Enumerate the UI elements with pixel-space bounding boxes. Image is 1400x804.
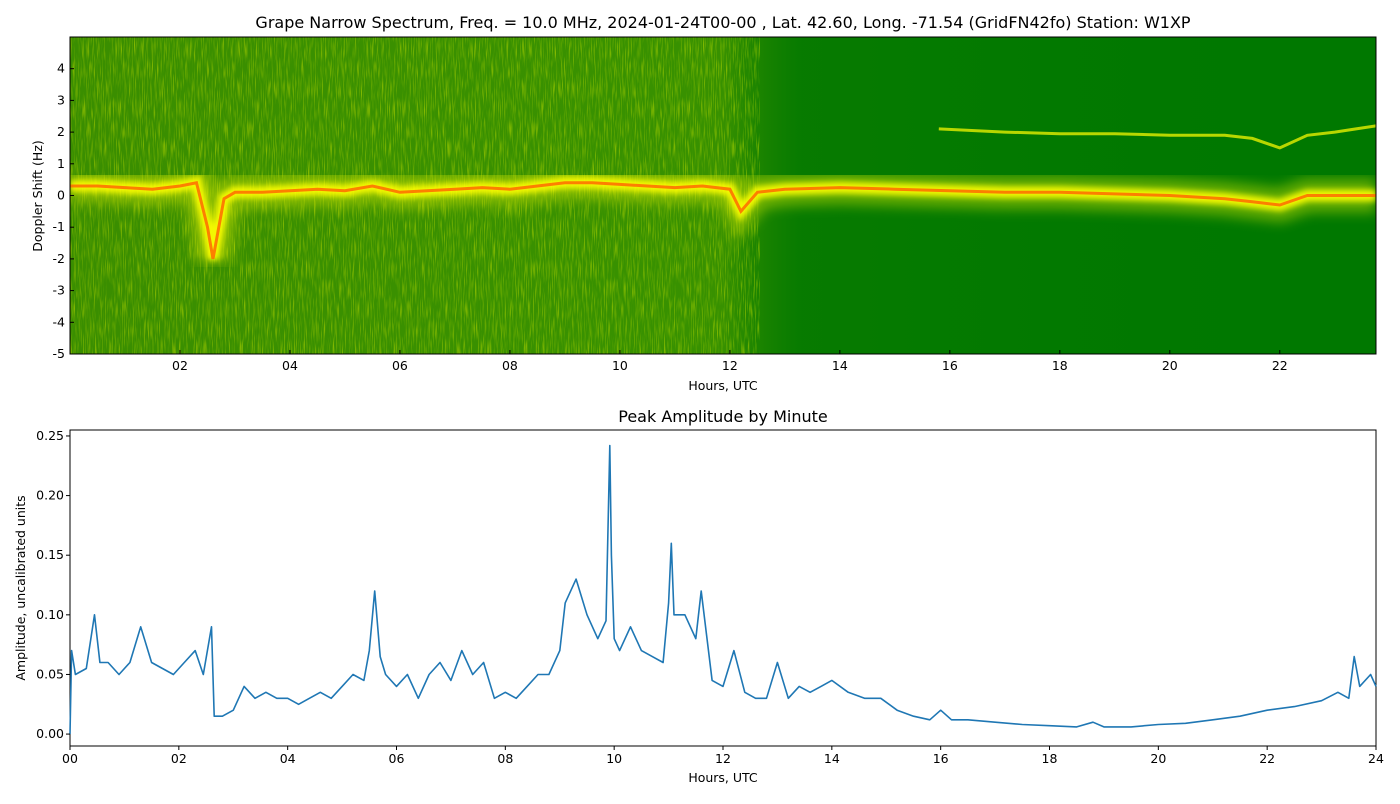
spectrogram-x-label: Hours, UTC [688,378,758,393]
spectrogram-y-tick-label: 1 [57,156,65,171]
spectrogram-y-tick-label: 0 [57,188,65,203]
spectrogram-x-tick-label: 10 [612,358,628,373]
amplitude-x-tick-label: 22 [1259,751,1275,766]
amplitude-y-tick-label: 0.20 [36,488,64,503]
amplitude-y-tick-label: 0.10 [36,607,64,622]
spectrogram-x-tick-label: 08 [502,358,518,373]
spectrogram-y-tick-label: -4 [53,314,66,329]
amplitude-x-tick-label: 18 [1042,751,1058,766]
spectrogram-x-tick-label: 14 [832,358,848,373]
spectrogram-x-tick-label: 22 [1272,358,1288,373]
amplitude-x-tick-label: 00 [62,751,78,766]
amplitude-x-tick-label: 08 [497,751,513,766]
amplitude-x-label: Hours, UTC [688,770,758,785]
amplitude-x-tick-label: 24 [1368,751,1384,766]
spectrogram-x-ticks: 02 04 06 08 10 12 14 16 18 20 22 [172,350,1288,373]
amplitude-x-tick-label: 06 [389,751,405,766]
amplitude-series-line [69,444,1377,735]
spectrogram-x-tick-label: 16 [942,358,958,373]
spectrogram-x-tick-label: 20 [1162,358,1178,373]
spectrogram-y-ticks: -5 -4 -3 -2 -1 0 1 2 3 4 [53,61,74,361]
secondary-trace [938,124,1376,150]
spectrogram-y-tick-label: 2 [57,124,65,139]
amplitude-title: Peak Amplitude by Minute [618,407,828,426]
spectrogram-y-tick-label: 3 [57,92,65,107]
spectrogram-y-tick-label: -5 [53,346,65,361]
amplitude-x-tick-label: 10 [606,751,622,766]
spectrogram-x-tick-label: 04 [282,358,298,373]
amplitude-plot-area [69,429,1377,747]
amplitude-y-label: Amplitude, uncalibrated units [13,495,28,680]
spectrogram-y-tick-label: -3 [53,283,65,298]
amplitude-x-tick-label: 14 [824,751,840,766]
amplitude-x-tick-label: 20 [1150,751,1166,766]
amplitude-x-tick-label: 02 [171,751,187,766]
spectrogram-x-tick-label: 06 [392,358,408,373]
spectrogram-x-tick-label: 18 [1052,358,1068,373]
amplitude-y-tick-label: 0.00 [36,726,64,741]
spectrogram-y-tick-label: -2 [53,251,65,266]
spectrogram-core [70,124,1376,260]
spectrum-title: Grape Narrow Spectrum, Freq. = 10.0 MHz,… [255,13,1191,32]
amplitude-y-tick-label: 0.15 [36,547,64,562]
spectrogram-x-tick-label: 02 [172,358,188,373]
amplitude-y-tick-label: 0.25 [36,428,64,443]
doppler-trace [70,181,1376,260]
spectrogram-y-tick-label: 4 [57,61,65,76]
amplitude-y-ticks: 0.00 0.05 0.10 0.15 0.20 0.25 [36,428,70,741]
spectrogram [70,37,1376,354]
amplitude-x-tick-label: 12 [715,751,731,766]
amplitude-x-ticks: 00 02 04 06 08 10 12 14 16 18 20 22 24 [62,746,1384,766]
amplitude-y-tick-label: 0.05 [36,666,64,681]
spectrogram-y-tick-label: -1 [53,219,65,234]
amplitude-x-tick-label: 04 [280,751,296,766]
amplitude-x-tick-label: 16 [933,751,949,766]
spectrogram-y-label: Doppler Shift (Hz) [30,140,45,252]
spectrogram-x-tick-label: 12 [722,358,738,373]
